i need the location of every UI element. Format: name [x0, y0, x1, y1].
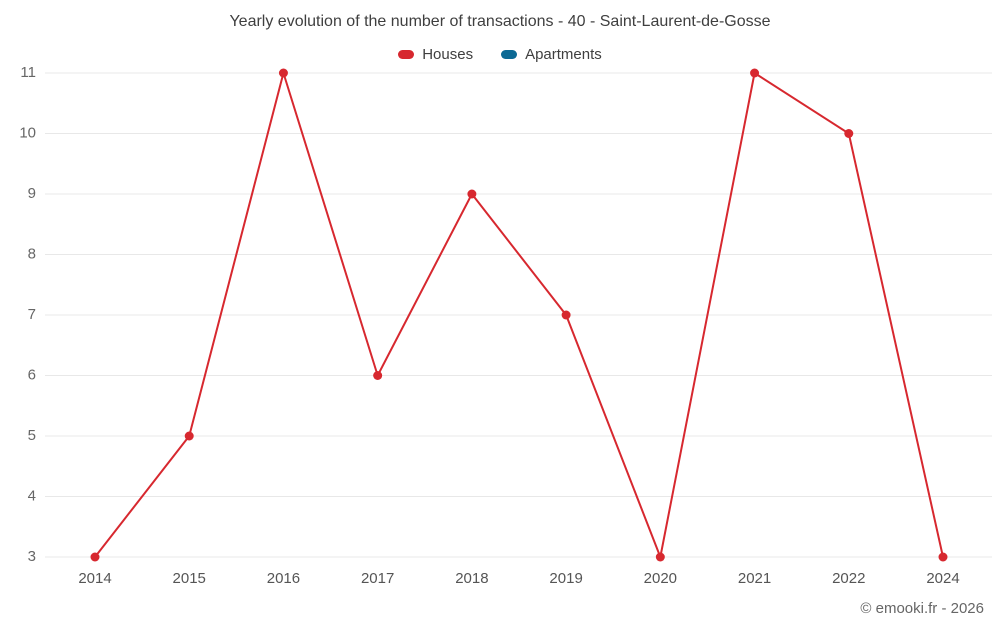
y-axis-tick-label: 4	[28, 487, 36, 504]
data-point-houses[interactable]	[184, 431, 194, 441]
data-point-houses[interactable]	[655, 552, 665, 562]
y-axis-tick-label: 9	[28, 185, 36, 202]
x-axis-tick-label: 2016	[267, 570, 300, 587]
legend-label-apartments: Apartments	[525, 46, 602, 63]
y-axis-tick-label: 5	[28, 427, 36, 444]
data-point-houses[interactable]	[90, 552, 100, 562]
x-axis-tick-label: 2015	[173, 570, 206, 587]
series-line-houses	[94, 72, 944, 558]
data-point-houses[interactable]	[844, 129, 854, 138]
data-point-houses[interactable]	[467, 189, 477, 199]
y-axis-tick-label: 10	[19, 124, 36, 141]
x-axis-tick-label: 2022	[832, 570, 865, 587]
apartments-series-marker-icon	[501, 50, 518, 59]
x-axis-tick-label: 2019	[549, 570, 582, 587]
x-axis-tick-label: 2020	[644, 570, 677, 587]
attribution-text: © emooki.fr - 2026	[860, 600, 984, 617]
y-axis-tick-label: 8	[28, 245, 36, 262]
x-axis-tick-label: 2018	[455, 570, 488, 587]
x-axis-tick-label: 2017	[361, 570, 394, 587]
legend-item-houses[interactable]: Houses	[398, 46, 473, 63]
data-point-houses[interactable]	[278, 68, 288, 78]
x-axis-tick-label: 2021	[738, 570, 771, 587]
legend-item-apartments[interactable]: Apartments	[501, 46, 602, 63]
y-axis-tick-label: 6	[28, 366, 36, 383]
data-point-houses[interactable]	[750, 68, 760, 78]
data-point-houses[interactable]	[373, 371, 383, 380]
y-axis-tick-label: 7	[28, 306, 36, 323]
x-axis-tick-label: 2024	[926, 570, 959, 587]
legend: Houses Apartments	[0, 46, 1000, 63]
chart-title: Yearly evolution of the number of transa…	[229, 13, 771, 30]
legend-label-houses: Houses	[422, 46, 474, 63]
data-point-houses[interactable]	[561, 310, 571, 320]
x-axis-tick-label: 2014	[78, 570, 111, 587]
data-point-houses[interactable]	[938, 552, 948, 562]
houses-series-marker-icon	[398, 50, 415, 59]
y-axis-tick-label: 11	[20, 64, 36, 81]
y-axis-tick-label: 3	[28, 548, 36, 565]
